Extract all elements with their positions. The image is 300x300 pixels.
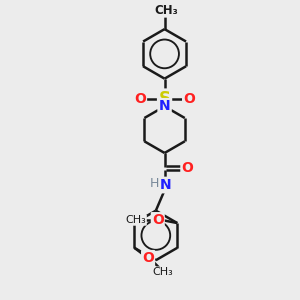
Text: N: N [159,99,170,113]
Text: CH₃: CH₃ [154,4,178,17]
Text: CH₃: CH₃ [152,267,173,277]
Text: H: H [150,177,159,190]
Text: O: O [182,161,193,175]
Text: O: O [134,92,146,106]
Text: S: S [159,90,171,108]
Text: O: O [152,213,164,227]
Text: O: O [142,251,154,265]
Text: O: O [183,92,195,106]
Text: CH₃: CH₃ [125,215,146,225]
Text: N: N [160,178,172,192]
